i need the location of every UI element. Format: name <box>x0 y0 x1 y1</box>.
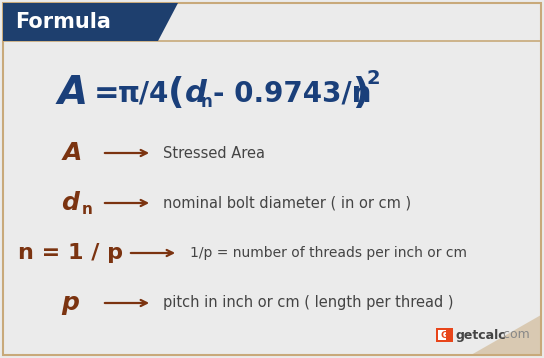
Text: getcalc: getcalc <box>456 329 506 342</box>
Text: (: ( <box>168 76 184 110</box>
Text: - 0.9743/n: - 0.9743/n <box>213 79 372 107</box>
Text: Stressed Area: Stressed Area <box>163 145 265 160</box>
Text: Formula: Formula <box>15 12 111 32</box>
Text: d: d <box>61 191 79 215</box>
Text: n: n <box>201 93 213 111</box>
Text: p: p <box>61 291 79 315</box>
Text: =: = <box>94 78 120 107</box>
Text: ): ) <box>352 76 368 110</box>
Bar <box>438 330 446 340</box>
Text: .com: .com <box>500 329 531 342</box>
Text: A: A <box>63 141 82 165</box>
Text: A: A <box>58 74 88 112</box>
Text: π/4: π/4 <box>118 79 169 107</box>
Bar <box>436 328 453 342</box>
Text: 2: 2 <box>367 69 381 88</box>
Text: G: G <box>441 330 448 339</box>
Text: n = 1 / p: n = 1 / p <box>18 243 123 263</box>
Polygon shape <box>471 315 541 355</box>
Text: 1/p = number of threads per inch or cm: 1/p = number of threads per inch or cm <box>190 246 467 260</box>
Text: n: n <box>82 203 93 218</box>
Polygon shape <box>3 3 178 41</box>
Text: nominal bolt diameter ( in or cm ): nominal bolt diameter ( in or cm ) <box>163 195 411 211</box>
Text: pitch in inch or cm ( length per thread ): pitch in inch or cm ( length per thread … <box>163 295 454 310</box>
Text: d: d <box>185 78 207 107</box>
